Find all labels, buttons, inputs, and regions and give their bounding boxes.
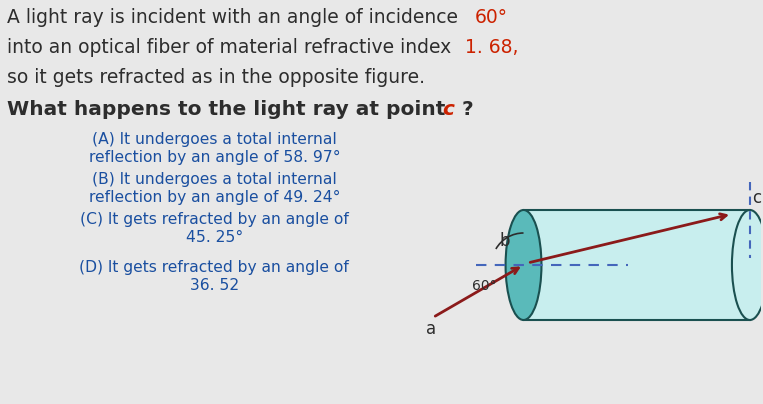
Text: 60°: 60° [475,8,507,27]
Ellipse shape [732,210,763,320]
Text: c: c [752,189,761,207]
Text: What happens to the light ray at point: What happens to the light ray at point [7,100,452,119]
Text: (B) It undergoes a total internal: (B) It undergoes a total internal [92,172,336,187]
Text: ?: ? [455,100,473,119]
Text: 45. 25°: 45. 25° [185,230,243,245]
Text: c: c [443,100,455,119]
Text: 60°: 60° [472,279,496,293]
Text: (A) It undergoes a total internal: (A) It undergoes a total internal [92,132,336,147]
Text: b: b [499,232,510,250]
Ellipse shape [506,210,542,320]
Text: into an optical fiber of material refractive index: into an optical fiber of material refrac… [7,38,457,57]
Text: a: a [426,320,436,339]
Bar [523,210,750,320]
Text: reflection by an angle of 58. 97°: reflection by an angle of 58. 97° [89,150,340,165]
Text: (D) It gets refracted by an angle of: (D) It gets refracted by an angle of [79,260,349,275]
Text: (C) It gets refracted by an angle of: (C) It gets refracted by an angle of [80,212,349,227]
Text: so it gets refracted as in the opposite figure.: so it gets refracted as in the opposite … [7,68,425,87]
Text: A light ray is incident with an angle of incidence: A light ray is incident with an angle of… [7,8,464,27]
Text: reflection by an angle of 49. 24°: reflection by an angle of 49. 24° [89,190,340,205]
Text: 1. 68,: 1. 68, [465,38,518,57]
Text: 36. 52: 36. 52 [190,278,239,293]
